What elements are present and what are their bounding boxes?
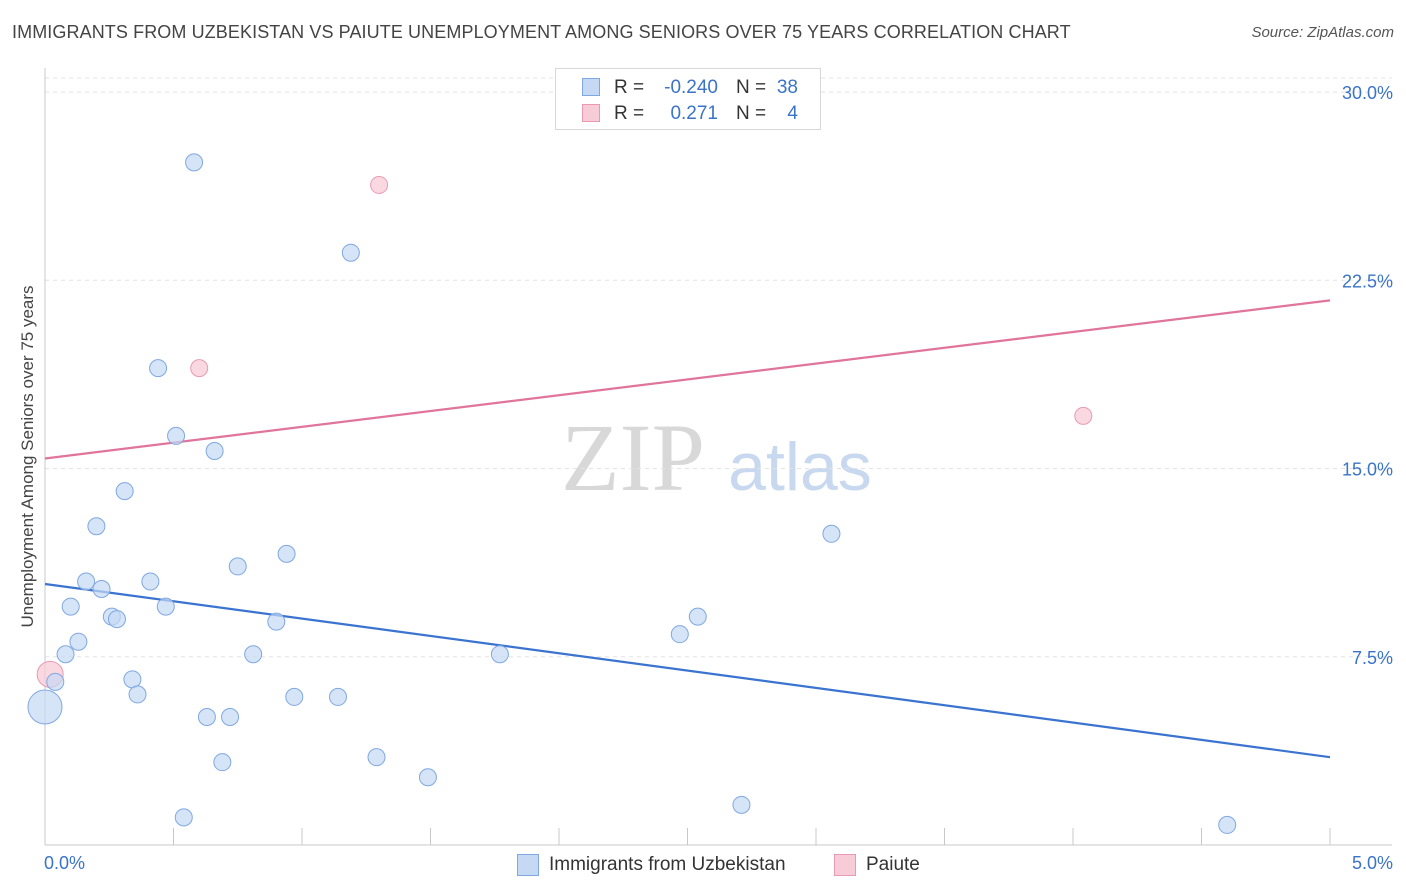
n-label: N = <box>736 77 767 98</box>
n-value: 4 <box>787 103 798 124</box>
data-point-uzbekistan <box>123 670 142 689</box>
x-tick-label: 0.0% <box>44 853 85 873</box>
data-point-uzbekistan <box>688 607 707 626</box>
source-label: Source: ZipAtlas.com <box>1251 24 1394 41</box>
data-point-uzbekistan <box>418 768 437 787</box>
data-point-uzbekistan <box>107 610 126 629</box>
data-point-uzbekistan <box>77 572 96 591</box>
data-point-uzbekistan <box>1218 815 1237 834</box>
data-point-uzbekistan <box>156 597 175 616</box>
legend-row-paiute: R = 0.271 N = 4 <box>556 99 820 125</box>
data-point-uzbekistan <box>341 243 360 262</box>
chart-title: IMMIGRANTS FROM UZBEKISTAN VS PAIUTE UNE… <box>12 22 1071 42</box>
correlation-legend: R = -0.240 N = 38 R = 0.271 N = 4 <box>555 68 821 130</box>
trend-line-uzbekistan <box>44 582 1331 759</box>
legend-swatch-paiute <box>834 854 856 876</box>
legend-label-uzbekistan: Immigrants from Uzbekistan <box>549 854 786 875</box>
r-label: R = <box>614 103 645 124</box>
data-point-uzbekistan <box>221 708 240 727</box>
data-point-uzbekistan <box>328 687 347 706</box>
data-point-uzbekistan <box>197 708 216 727</box>
watermark: ZIP atlas <box>561 404 872 511</box>
data-point-uzbekistan <box>174 808 193 827</box>
data-point-uzbekistan <box>213 753 232 772</box>
data-point-uzbekistan <box>92 580 111 599</box>
y-tick-label: 7.5% <box>1352 648 1393 668</box>
data-point-uzbekistan <box>490 645 509 664</box>
data-point-uzbekistan <box>277 544 296 563</box>
y-tick-label: 22.5% <box>1342 271 1393 291</box>
data-point-uzbekistan <box>149 359 168 378</box>
data-point-uzbekistan <box>285 687 304 706</box>
data-point-uzbekistan <box>228 557 247 576</box>
data-point-uzbekistan <box>732 795 751 814</box>
series-legend: Immigrants from Uzbekistan Paiute <box>0 853 1406 879</box>
data-point-uzbekistan <box>205 441 224 460</box>
data-point-uzbekistan <box>367 748 386 767</box>
data-point-uzbekistan <box>27 689 63 725</box>
trend-line-paiute <box>44 299 1331 460</box>
y-tick-label: 30.0% <box>1342 83 1393 103</box>
n-label: N = <box>736 103 767 124</box>
data-point-uzbekistan <box>185 153 204 172</box>
data-point-uzbekistan <box>670 625 689 644</box>
n-value: 38 <box>776 77 798 98</box>
data-point-paiute <box>370 175 389 194</box>
r-value: -0.240 <box>664 77 718 98</box>
y-axis-label: Unemployment Among Seniors over 75 years <box>18 285 37 627</box>
data-point-uzbekistan <box>128 685 147 704</box>
legend-swatch-paiute <box>582 104 600 122</box>
r-label: R = <box>614 77 645 98</box>
data-point-paiute <box>1074 406 1093 425</box>
data-point-uzbekistan <box>46 672 65 691</box>
data-point-uzbekistan <box>69 632 88 651</box>
r-value: 0.271 <box>670 103 718 124</box>
watermark-zip: ZIP <box>561 404 705 511</box>
data-point-uzbekistan <box>167 426 186 445</box>
data-point-uzbekistan <box>141 572 160 591</box>
watermark-atlas: atlas <box>728 429 872 505</box>
data-point-uzbekistan <box>822 524 841 543</box>
data-point-uzbekistan <box>56 645 75 664</box>
data-point-uzbekistan <box>244 645 263 664</box>
y-tick-label: 15.0% <box>1342 460 1393 480</box>
data-point-uzbekistan <box>115 482 134 501</box>
x-tick-label: 5.0% <box>1352 853 1393 873</box>
data-point-paiute <box>190 359 209 378</box>
legend-label-paiute: Paiute <box>866 854 920 875</box>
legend-row-uzbekistan: R = -0.240 N = 38 <box>556 73 820 99</box>
legend-swatch-uzbekistan <box>517 854 539 876</box>
data-point-uzbekistan <box>87 517 106 536</box>
data-point-uzbekistan <box>61 597 80 616</box>
data-point-uzbekistan <box>267 612 286 631</box>
legend-swatch-uzbekistan <box>582 78 600 96</box>
